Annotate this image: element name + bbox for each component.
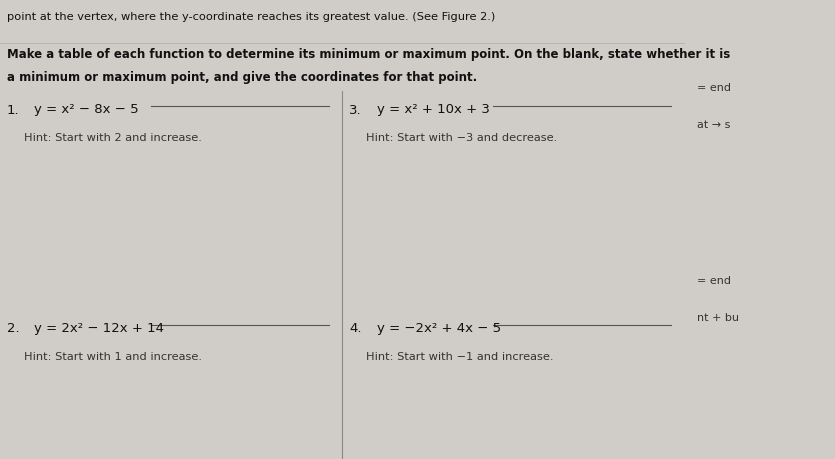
Text: 3.: 3. [349, 103, 362, 116]
Text: y = −2x² + 4x − 5: y = −2x² + 4x − 5 [377, 321, 501, 334]
Text: Hint: Start with 1 and increase.: Hint: Start with 1 and increase. [24, 351, 202, 361]
Text: Make a table of each function to determine its minimum or maximum point. On the : Make a table of each function to determi… [7, 48, 730, 61]
Text: 1.: 1. [7, 103, 19, 116]
Text: 2.: 2. [7, 321, 19, 334]
Text: 4.: 4. [349, 321, 362, 334]
Text: = end: = end [696, 83, 731, 93]
Text: Hint: Start with −1 and increase.: Hint: Start with −1 and increase. [367, 351, 554, 361]
Text: = end: = end [696, 275, 731, 285]
Text: y = 2x² − 12x + 14: y = 2x² − 12x + 14 [34, 321, 164, 334]
Text: y = x² + 10x + 3: y = x² + 10x + 3 [377, 103, 489, 116]
Text: y = x² − 8x − 5: y = x² − 8x − 5 [34, 103, 139, 116]
Text: Hint: Start with 2 and increase.: Hint: Start with 2 and increase. [24, 133, 202, 143]
Text: nt + bu: nt + bu [696, 312, 739, 322]
Text: Hint: Start with −3 and decrease.: Hint: Start with −3 and decrease. [367, 133, 558, 143]
Text: a minimum or maximum point, and give the coordinates for that point.: a minimum or maximum point, and give the… [7, 71, 477, 84]
Text: at → s: at → s [696, 119, 730, 129]
Text: point at the vertex, where the y-coordinate reaches its greatest value. (See Fig: point at the vertex, where the y-coordin… [7, 11, 495, 22]
